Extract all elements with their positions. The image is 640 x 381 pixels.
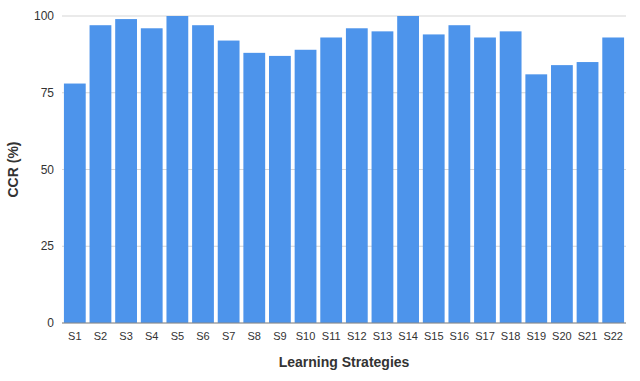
x-tick-label: S11 — [322, 330, 341, 342]
bar — [192, 25, 214, 323]
bar — [525, 74, 547, 323]
x-tick-label: S16 — [450, 330, 470, 342]
bar — [269, 56, 291, 323]
x-tick-label: S22 — [603, 330, 623, 342]
bar — [295, 50, 317, 323]
bar — [372, 31, 394, 323]
y-axis-label: CCR (%) — [5, 142, 21, 198]
grid — [62, 16, 626, 323]
x-tick-label: S17 — [475, 330, 495, 342]
bar — [577, 62, 599, 323]
bars — [64, 16, 624, 323]
bar — [551, 65, 573, 323]
x-axis-line — [62, 323, 626, 324]
y-tick-label: 50 — [41, 163, 55, 177]
x-tick-label: S1 — [68, 330, 81, 342]
x-tick-label: S7 — [222, 330, 235, 342]
y-tick-label: 25 — [41, 239, 55, 253]
x-tick-label: S8 — [248, 330, 261, 342]
bar — [218, 41, 240, 323]
x-tick-label: S10 — [296, 330, 316, 342]
bar — [500, 31, 522, 323]
bar — [243, 53, 265, 323]
x-tick-label: S14 — [398, 330, 418, 342]
x-tick-label: S20 — [552, 330, 572, 342]
x-tick-label: S15 — [424, 330, 444, 342]
x-tick-label: S4 — [145, 330, 158, 342]
grid-line — [62, 323, 626, 324]
x-tick-label: S6 — [196, 330, 209, 342]
bar — [115, 19, 137, 323]
y-tick-label: 75 — [41, 86, 55, 100]
bar — [320, 37, 342, 323]
x-tick-label: S3 — [119, 330, 132, 342]
x-tick-label: S19 — [526, 330, 546, 342]
bar — [64, 84, 86, 323]
x-tick-label: S21 — [578, 330, 598, 342]
bar — [346, 28, 368, 323]
x-tick-label: S5 — [171, 330, 184, 342]
bar — [397, 16, 419, 323]
grid-line — [62, 16, 626, 17]
bar — [141, 28, 163, 323]
y-tick-label: 0 — [47, 316, 54, 330]
x-tick-label: S13 — [373, 330, 393, 342]
x-tick-label: S2 — [94, 330, 107, 342]
bar — [90, 25, 112, 323]
bar — [448, 25, 470, 323]
bar — [474, 37, 496, 323]
x-tick-label: S18 — [501, 330, 521, 342]
chart: 0 25 50 75 100 S1 S2 S3 S4 S5 S6 S7 S8 S9 S10 S11 S12 S13… — [0, 0, 640, 381]
bar — [423, 34, 445, 323]
x-tick-label: S12 — [347, 330, 367, 342]
x-tick-label: S9 — [273, 330, 286, 342]
x-axis-label: Learning Strategies — [279, 354, 410, 370]
bar — [166, 16, 188, 323]
y-tick-label: 100 — [34, 9, 54, 23]
bar — [602, 37, 624, 323]
